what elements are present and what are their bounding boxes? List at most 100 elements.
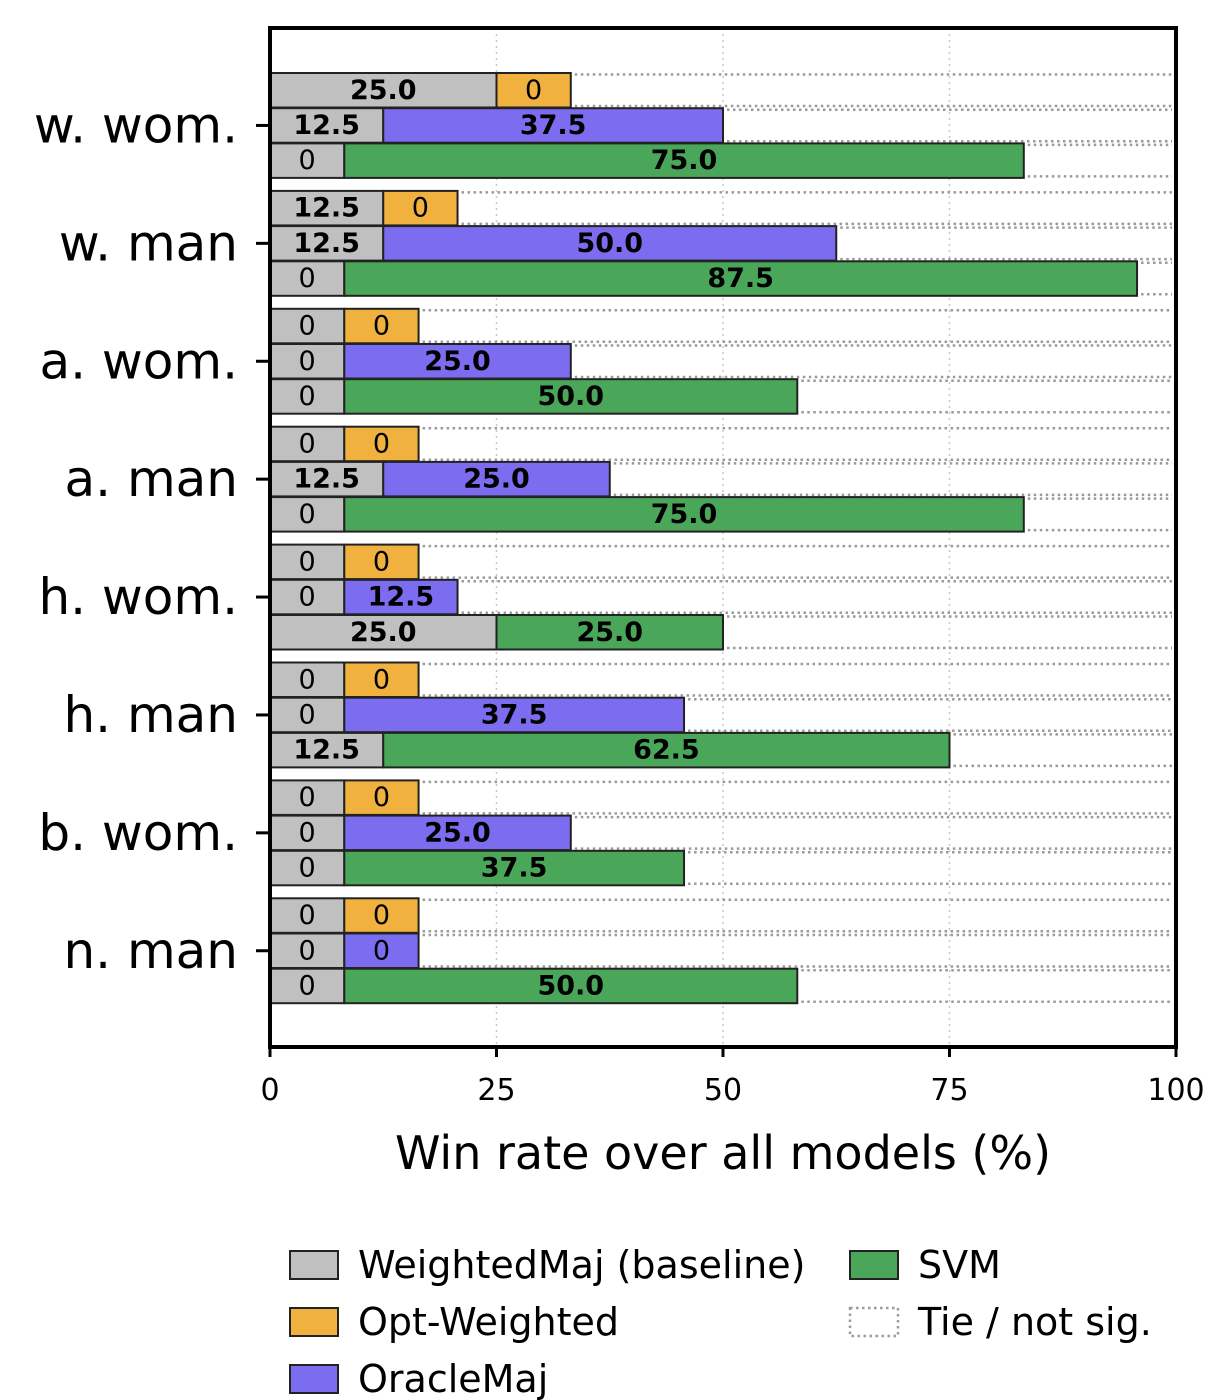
legend-label: SVM (918, 1243, 1001, 1287)
bar-baseline-segment (269, 225, 385, 262)
legend-swatch (289, 1364, 339, 1394)
x-tick-label: 0 (260, 1073, 279, 1108)
bar-method-label: 0 (373, 428, 390, 459)
bar-baseline-label: 12.5 (293, 110, 360, 141)
bar-baseline-label: 12.5 (293, 193, 360, 224)
tie-regions (422, 73, 1172, 1003)
bar-baseline-segment (269, 932, 346, 969)
bar-method-label: 50.0 (537, 381, 604, 412)
bar-method-segment (343, 425, 420, 463)
bar-baseline-label: 12.5 (293, 228, 360, 259)
legend-label: OracleMaj (358, 1357, 548, 1400)
category-label: h. wom. (38, 568, 238, 626)
bar-method-segment (382, 731, 951, 769)
legend: WeightedMaj (baseline) Opt-Weighted Oracle… (289, 1243, 1152, 1400)
legend-label: WeightedMaj (baseline) (358, 1243, 805, 1287)
category-label: a. wom. (39, 332, 238, 390)
bar-method-label: 0 (373, 311, 390, 342)
x-axis: 0 25 50 75 100 (260, 1047, 1205, 1108)
bar-baseline-label: 25.0 (350, 75, 417, 106)
category-label: w. wom. (34, 96, 238, 154)
bar-baseline-label: 0 (299, 782, 316, 813)
bar-baseline-segment (269, 460, 385, 498)
bar-method-label: 50.0 (576, 228, 643, 259)
bar-method-label: 50.0 (537, 970, 604, 1001)
bar-baseline-segment (269, 814, 346, 852)
bar-method-segment (343, 932, 420, 969)
x-tick-label: 100 (1147, 1073, 1204, 1108)
bar-baseline-label: 0 (299, 311, 316, 342)
bar-method-segment (343, 897, 420, 934)
legend-swatch (849, 1250, 899, 1280)
bar-method-label: 75.0 (651, 499, 718, 530)
bar-baseline-label: 12.5 (293, 464, 360, 495)
legend-swatch (289, 1307, 339, 1337)
bar-method-label: 25.0 (463, 464, 530, 495)
bar-method-label: 0 (373, 664, 390, 695)
category-label: b. wom. (38, 804, 238, 862)
bar-baseline-label: 12.5 (293, 735, 360, 766)
bar-method-segment (343, 343, 572, 380)
bar-baseline-label: 0 (299, 853, 316, 884)
bar-method-label: 87.5 (707, 263, 774, 294)
x-tick-label: 75 (930, 1073, 968, 1108)
bar-method-label: 25.0 (576, 617, 643, 648)
x-tick-label: 25 (477, 1073, 515, 1108)
x-tick-label: 50 (704, 1073, 742, 1108)
bar-method-label: 37.5 (481, 699, 548, 730)
bar-baseline-segment (269, 897, 346, 934)
bar-method-segment (495, 614, 724, 651)
bar-method-label: 0 (373, 900, 390, 931)
bar-method-label: 12.5 (368, 582, 435, 613)
bar-method-segment (382, 107, 724, 144)
bar-method-segment (382, 460, 611, 498)
bar-baseline-label: 0 (299, 263, 316, 294)
category-label: w. man (59, 214, 238, 272)
bar-method-segment (495, 72, 572, 109)
bar-baseline-label: 0 (299, 145, 316, 176)
bar-method-label: 75.0 (651, 145, 718, 176)
bar-baseline-label: 25.0 (350, 617, 417, 648)
legend-label: Opt-Weighted (358, 1300, 619, 1344)
bar-method-segment (343, 496, 1025, 533)
bar-method-segment (343, 779, 420, 816)
bar-method-segment (343, 814, 572, 852)
legend-swatch (289, 1250, 339, 1280)
bar-baseline-label: 0 (299, 664, 316, 695)
y-axis: w. wom. w. man a. wom. a. man h. wom. h. man b… (34, 96, 270, 980)
bars (269, 72, 1139, 1005)
bar-method-segment (343, 967, 799, 1005)
bar-method-segment (343, 849, 686, 887)
x-axis-title: Win rate over all models (%) (395, 1126, 1051, 1180)
bar-method-label: 0 (373, 935, 390, 966)
legend-label: Tie / not sig. (917, 1300, 1152, 1344)
bar-labels: 25.0 0 12.5 37.5 0 75.0 12.5 0 12.5 50.0 0 87.5 0 0 0 2… (293, 75, 774, 1002)
legend-swatch-tie (848, 1306, 900, 1338)
bar-baseline-label: 0 (299, 428, 316, 459)
bar-method-segment (382, 225, 838, 262)
bar-method-label: 0 (373, 782, 390, 813)
bar-baseline-label: 0 (299, 346, 316, 377)
bar-method-label: 0 (373, 546, 390, 577)
bar-method-segment (343, 696, 686, 734)
bar-baseline-label: 0 (299, 582, 316, 613)
bar-method-segment (343, 142, 1025, 179)
bar-baseline-segment (269, 378, 346, 415)
bar-method-segment (343, 378, 799, 415)
bar-baseline-label: 0 (299, 970, 316, 1001)
category-label: h. man (63, 686, 238, 744)
bar-method-label: 0 (525, 75, 542, 106)
bar-baseline-label: 0 (299, 499, 316, 530)
bar-method-label: 25.0 (424, 346, 491, 377)
bar-method-label: 0 (412, 193, 429, 224)
bar-method-label: 37.5 (481, 853, 548, 884)
bar-method-label: 25.0 (424, 817, 491, 848)
gridlines (495, 28, 951, 1047)
bar-method-label: 62.5 (633, 735, 700, 766)
category-label: n. man (63, 922, 238, 980)
bar-baseline-segment (269, 307, 346, 345)
bar-method-label: 37.5 (520, 110, 587, 141)
bar-baseline-label: 0 (299, 699, 316, 730)
bar-baseline-label: 0 (299, 935, 316, 966)
